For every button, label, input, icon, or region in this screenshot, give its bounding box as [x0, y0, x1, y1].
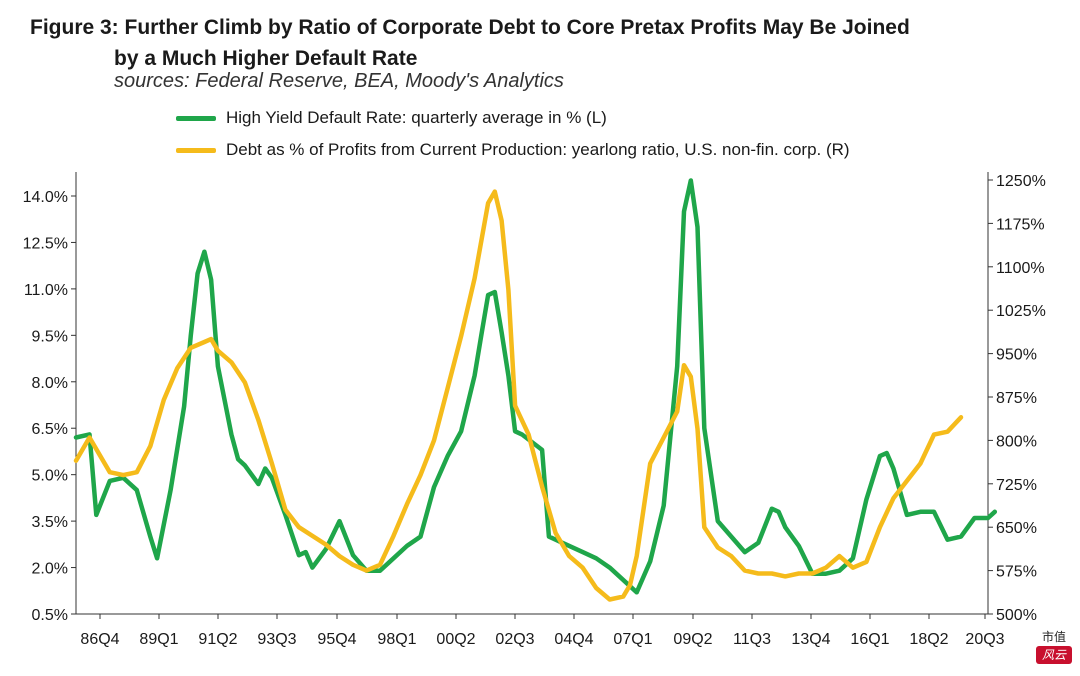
series-line-default-rate — [73, 178, 998, 595]
left-tick-label: 8.0% — [32, 375, 68, 392]
right-tick-label: 500% — [996, 607, 1037, 624]
right-tick-label: 1250% — [996, 173, 1046, 190]
x-tick-label: 07Q1 — [613, 631, 652, 648]
chart-subtitle: sources: Federal Reserve, BEA, Moody's A… — [114, 70, 564, 92]
x-tick-label: 02Q3 — [495, 631, 534, 648]
left-tick-label: 12.5% — [23, 235, 68, 252]
right-tick-label: 800% — [996, 433, 1037, 450]
left-tick-label: 3.5% — [32, 514, 68, 531]
badge-line-2: 风云 — [1035, 646, 1072, 664]
series-line-debt-ratio — [73, 189, 964, 602]
legend-label-debt-ratio: Debt as % of Profits from Current Produc… — [226, 140, 850, 159]
x-tick-label: 16Q1 — [850, 631, 889, 648]
x-tick-label: 04Q4 — [554, 631, 593, 648]
left-tick-label: 9.5% — [32, 328, 68, 345]
right-tick-label: 1100% — [996, 260, 1045, 277]
legend-swatch-green — [176, 116, 216, 122]
left-tick-label: 14.0% — [23, 189, 68, 206]
x-tick-label: 18Q2 — [909, 631, 948, 648]
x-tick-label: 00Q2 — [436, 631, 475, 648]
x-tick-label: 98Q1 — [377, 631, 416, 648]
x-tick-label: 91Q2 — [198, 631, 237, 648]
legend-entry-debt-ratio: Debt as % of Profits from Current Produc… — [176, 140, 850, 160]
x-tick-label: 09Q2 — [673, 631, 712, 648]
legend-swatch-yellow — [176, 148, 216, 154]
badge-line-1: 市值 — [1041, 630, 1066, 644]
left-tick-label: 0.5% — [32, 607, 68, 624]
left-tick-label: 11.0% — [24, 282, 68, 299]
x-tick-label: 13Q4 — [791, 631, 830, 648]
x-tick-label: 93Q3 — [257, 631, 296, 648]
right-tick-label: 725% — [996, 477, 1037, 494]
chart-title: Figure 3: Further Climb by Ratio of Corp… — [30, 12, 910, 74]
right-tick-label: 650% — [996, 520, 1037, 537]
title-line-1: Figure 3: Further Climb by Ratio of Corp… — [30, 16, 910, 39]
x-tick-label: 95Q4 — [317, 631, 356, 648]
x-tick-label: 11Q3 — [733, 631, 771, 648]
right-tick-label: 950% — [996, 347, 1037, 364]
legend-entry-default-rate: High Yield Default Rate: quarterly avera… — [176, 108, 607, 128]
right-tick-label: 875% — [996, 390, 1037, 407]
title-line-2: by a Much Higher Default Rate — [114, 47, 418, 70]
left-tick-label: 5.0% — [32, 468, 68, 485]
legend-label-default-rate: High Yield Default Rate: quarterly avera… — [226, 108, 607, 127]
right-tick-label: 575% — [996, 564, 1037, 581]
left-tick-label: 6.5% — [32, 421, 68, 438]
left-tick-label: 2.0% — [32, 561, 68, 578]
x-tick-label: 89Q1 — [139, 631, 178, 648]
x-tick-label: 20Q3 — [965, 631, 1004, 648]
right-tick-label: 1175% — [996, 216, 1045, 233]
right-tick-label: 1025% — [996, 303, 1046, 320]
x-tick-label: 86Q4 — [80, 631, 119, 648]
brand-badge: 市值 风云 — [1034, 628, 1074, 668]
